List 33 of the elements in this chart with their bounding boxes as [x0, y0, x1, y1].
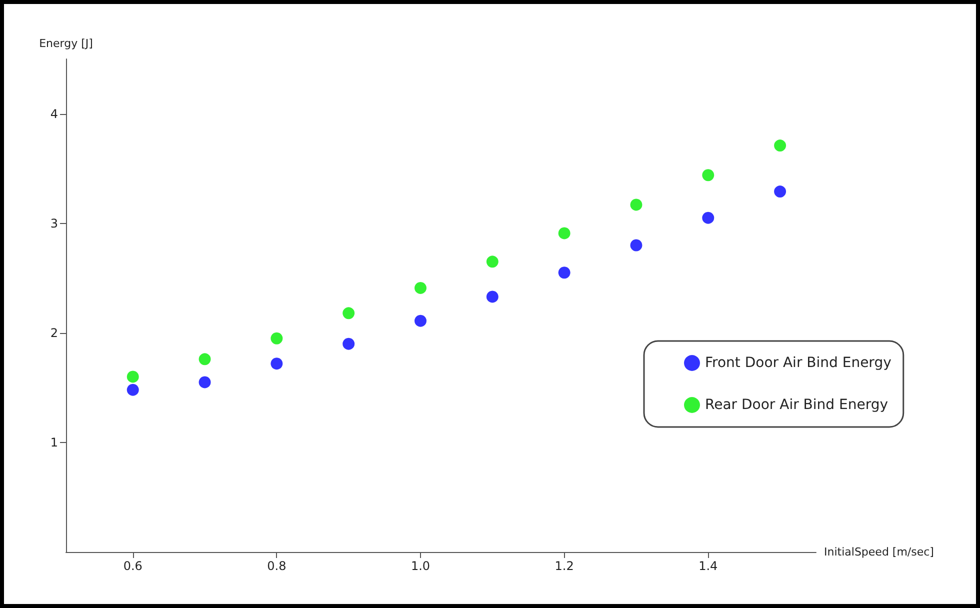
x-tick-label: 0.6: [123, 559, 142, 573]
point: [414, 314, 427, 327]
x-tick-label: 0.8: [267, 559, 286, 573]
point: [774, 140, 786, 152]
point: [414, 282, 427, 294]
x-tick-label: 1.2: [554, 559, 574, 573]
x-axis-title: InitialSpeed [m/sec]: [824, 546, 934, 558]
y-axis-title: Energy [J]: [39, 37, 93, 50]
point: [126, 370, 139, 383]
x-tick-label: 1.4: [698, 559, 718, 573]
point: [126, 384, 139, 396]
point: [558, 266, 570, 279]
point: [630, 198, 642, 211]
point: [486, 256, 498, 268]
point: [774, 186, 786, 198]
point: [630, 239, 642, 252]
point: [342, 338, 355, 350]
point: [702, 212, 714, 224]
x-tick-label: 1.0: [410, 559, 430, 573]
y-tick-label: 2: [50, 326, 58, 340]
point: [558, 227, 570, 240]
point: [342, 307, 355, 320]
point: [486, 290, 498, 303]
legend-label: Rear Door Air Bind Energy: [705, 397, 888, 413]
point: [270, 332, 283, 344]
y-tick-label: 4: [50, 106, 58, 121]
point: [702, 169, 714, 182]
point: [198, 376, 211, 388]
legend-label: Front Door Air Bind Energy: [705, 355, 892, 371]
y-tick-label: 3: [50, 216, 58, 230]
point: [198, 353, 211, 366]
point: [270, 358, 283, 370]
y-tick-label: 1: [50, 435, 58, 450]
